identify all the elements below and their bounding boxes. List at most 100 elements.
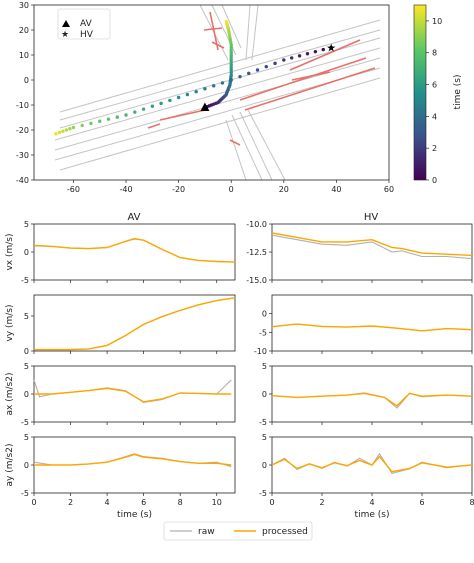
av-track-point [229,68,233,72]
raw-series-line [33,238,236,263]
av-track-point [229,45,233,50]
av-track-point [229,73,233,77]
hv-track-point [264,64,268,69]
hv-track-point [80,123,84,128]
ylabel-ax: ax (m/s2) [5,373,15,416]
map-legend: AV ★ HV [57,8,111,40]
hv-track-point [176,95,181,100]
av-track-point [228,35,232,40]
y-tick-label: 0 [24,461,29,470]
star-icon: ★ [61,30,69,40]
map-y-tick-label: -20 [16,126,29,135]
map-x-tick-label: -40 [119,185,132,194]
subplot-vy-av: 50 [24,294,236,356]
subplot-frame [271,223,473,281]
hv-track-point [194,89,198,94]
map-y-tick-label: 0 [24,76,29,85]
hv-track-point [68,127,72,131]
av-track-point [227,33,232,37]
av-track-point [229,40,233,45]
colorbar-gradient [413,4,427,181]
other-vehicles [147,11,376,146]
hv-track-point [115,115,119,119]
subplot-frame [271,294,473,352]
processed-series-line [271,323,473,332]
x-tick-label: 6 [141,498,146,507]
av-track-point [229,58,233,62]
ylabel-vy: vy (m/s) [5,304,15,341]
colorbar-tick-label: 4 [432,112,437,121]
map-x-tick-label: 40 [331,185,341,194]
colorbar-tick-label: 10 [432,17,442,26]
y-tick-label: -15.0 [246,276,267,285]
hv-track-point [71,125,76,130]
processed-series-line [271,392,473,407]
x-tick-label: 8 [469,498,474,507]
hv-start-marker: ★ [326,42,336,55]
hv-track-point [238,74,242,79]
xlabel-time: time (s) [355,510,390,520]
hv-track-point [203,87,207,91]
column-title-av: AV [127,212,140,223]
av-track-point [229,48,233,52]
colorbar-label: time (s) [453,75,463,110]
hv-track-point [133,110,137,114]
y-tick-label: 5 [262,362,267,371]
hv-track-point [290,56,294,60]
hv-track-point [220,81,225,85]
map-y-tick-label: 10 [19,51,29,60]
hv-track-point [255,68,260,72]
ylabel-vx: vx (m/s) [5,233,15,270]
map-x-tick-label: 0 [229,185,234,194]
hv-track-point [57,130,62,135]
legend-processed: processed [262,527,308,537]
triangle-icon [62,20,70,27]
av-track-point [227,30,231,35]
y-tick-label: -10.0 [246,220,267,229]
map-x-tick-label: 60 [384,185,394,194]
y-tick-label: -5 [259,328,267,337]
map-y-tick-label: 30 [19,1,29,10]
map-x-ticks: -60 -40 -20 0 20 40 60 [67,180,394,194]
hv-track-point [229,78,233,82]
y-tick-label: -5 [21,276,29,285]
hv-track-point [64,128,69,132]
map-x-tick-label: 20 [279,185,289,194]
av-start-marker [200,102,210,111]
processed-series-line [33,237,236,263]
hv-track-point [89,121,93,126]
column-title-hv: HV [364,212,379,223]
hv-track-point [54,132,58,136]
colorbar-tick-label: 0 [432,176,437,185]
ylabel-ay: ay (m/s2) [5,444,15,487]
subplot-vy-hv: 0 -5 -10 [254,294,473,356]
kinematics-grid: vx (m/s)50-5-10.0-12.5-15.0vy (m/s) 500-5… [5,220,474,520]
raw-series-line [33,379,232,403]
colorbar-ticks: 10 8 6 4 2 0 [426,17,442,185]
map-x-tick-label: -20 [172,185,185,194]
hv-track-point [329,45,333,50]
subplot-ax-hv: 5 0 -5 [259,362,473,427]
raw-series-line [271,234,473,260]
hv-track-point [106,117,111,121]
legend-hv: HV [80,30,94,40]
hv-track-point [321,47,325,52]
x-tick-label: 2 [68,498,73,507]
hv-track-point [159,101,163,106]
processed-series-line [34,297,236,351]
hv-track-point [168,98,172,103]
subplot-vx-hv: -10.0 -12.5 -15.0 [246,220,473,285]
raw-series-line [271,452,473,475]
colorbar: 10 8 6 4 2 0 time (s) [413,4,463,185]
y-tick-label: 0 [24,390,29,399]
x-tick-label: 10 [212,498,222,507]
y-tick-label: -5 [21,489,29,498]
av-track-point [229,50,233,55]
processed-series-line [271,455,473,473]
map-y-tick-label: -30 [16,151,29,160]
hv-track-point [282,58,286,62]
processed-series-line [34,387,232,403]
y-tick-label: 0 [262,461,267,470]
x-tick-label: 8 [178,498,183,507]
